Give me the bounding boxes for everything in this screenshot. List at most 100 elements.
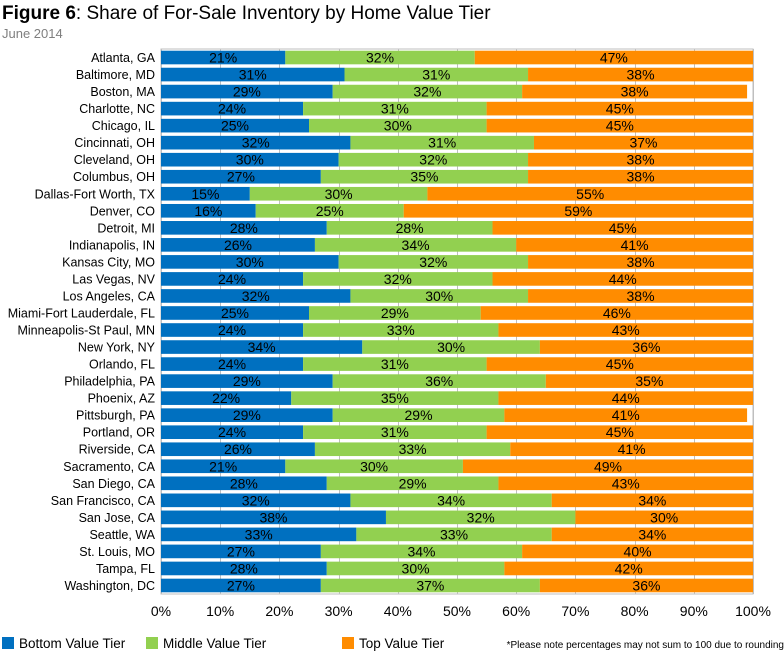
bar-segment bbox=[338, 255, 529, 269]
bar-segment bbox=[350, 289, 529, 303]
x-tick-label: 60% bbox=[502, 603, 530, 619]
category-label: Tampa, FL bbox=[96, 562, 155, 576]
data-label: 37% bbox=[629, 135, 657, 151]
category-label: Phoenix, AZ bbox=[88, 392, 156, 406]
bar-segment bbox=[161, 186, 250, 201]
x-tick-label: 0% bbox=[151, 603, 171, 619]
data-label: 29% bbox=[381, 305, 409, 321]
bar-segment bbox=[161, 67, 345, 82]
x-tick-label: 30% bbox=[325, 603, 353, 619]
bar-segment bbox=[320, 169, 529, 184]
data-label: 38% bbox=[627, 254, 655, 270]
bar-segment bbox=[161, 561, 327, 576]
bar-segment bbox=[528, 169, 753, 184]
data-label: 30% bbox=[236, 254, 264, 270]
legend-swatch-top bbox=[342, 637, 354, 649]
data-label: 45% bbox=[606, 101, 634, 117]
category-label: Atlanta, GA bbox=[91, 51, 156, 65]
category-label: San Jose, CA bbox=[79, 511, 156, 525]
bar-segment bbox=[326, 221, 493, 235]
bar-segment bbox=[303, 101, 487, 116]
data-label: 47% bbox=[600, 50, 628, 66]
bar-segment bbox=[314, 238, 517, 252]
bar-segment bbox=[161, 408, 333, 422]
bar-segment bbox=[303, 272, 493, 286]
bar-segment bbox=[249, 186, 428, 201]
category-label: Columbus, OH bbox=[73, 170, 155, 184]
bar-segment bbox=[161, 306, 309, 320]
bar-segment bbox=[522, 544, 753, 559]
bar-segment bbox=[480, 306, 753, 320]
category-label: Indianapolis, IN bbox=[69, 238, 155, 252]
bar-segment bbox=[161, 493, 351, 508]
bar-segment bbox=[551, 493, 753, 508]
data-label: 31% bbox=[381, 356, 409, 372]
data-label: 28% bbox=[230, 475, 258, 491]
legend-label-middle: Middle Value Tier bbox=[163, 636, 267, 651]
data-label: 41% bbox=[621, 237, 649, 253]
data-label: 55% bbox=[576, 186, 604, 202]
x-tick-label: 90% bbox=[680, 603, 708, 619]
bar-segment bbox=[338, 152, 529, 167]
bar-segment bbox=[161, 527, 357, 542]
data-label: 28% bbox=[230, 220, 258, 236]
data-label: 45% bbox=[606, 118, 634, 134]
data-label: 30% bbox=[384, 118, 412, 134]
chart-title: Figure 6: Share of For-Sale Inventory by… bbox=[2, 2, 491, 26]
data-label: 34% bbox=[407, 543, 435, 559]
bar-segment bbox=[498, 476, 753, 491]
category-label: Philadelphia, PA bbox=[64, 375, 155, 389]
data-label: 36% bbox=[425, 373, 453, 389]
data-label: 32% bbox=[242, 288, 270, 304]
data-label: 33% bbox=[399, 441, 427, 457]
x-tick-label: 10% bbox=[206, 603, 234, 619]
bar-segment bbox=[161, 391, 292, 405]
bar-segment bbox=[516, 238, 753, 252]
data-label: 44% bbox=[609, 271, 637, 287]
bar-segment bbox=[320, 544, 523, 559]
data-label: 22% bbox=[212, 390, 240, 406]
data-label: 27% bbox=[227, 169, 255, 185]
category-label: Cleveland, OH bbox=[74, 153, 155, 167]
bar-segment bbox=[161, 84, 333, 99]
category-label: Washington, DC bbox=[64, 579, 155, 593]
data-label: 27% bbox=[227, 543, 255, 559]
bar-segment bbox=[309, 118, 487, 133]
legend-swatch-bottom bbox=[2, 637, 14, 649]
category-label: Miami-Fort Lauderdale, FL bbox=[8, 306, 155, 320]
data-label: 29% bbox=[233, 407, 261, 423]
category-label: San Diego, CA bbox=[72, 477, 155, 491]
data-label: 45% bbox=[606, 424, 634, 440]
bar-segment bbox=[362, 340, 540, 354]
bar-segment bbox=[326, 561, 505, 576]
data-label: 43% bbox=[612, 475, 640, 491]
bar-segment bbox=[462, 459, 753, 474]
bar-segment bbox=[332, 374, 546, 388]
chart-title-block: Figure 6: Share of For-Sale Inventory by… bbox=[2, 2, 491, 41]
data-label: 33% bbox=[245, 526, 273, 542]
data-label: 31% bbox=[239, 67, 267, 83]
category-label: Cincinnati, OH bbox=[74, 136, 155, 150]
data-label: 35% bbox=[381, 390, 409, 406]
data-label: 26% bbox=[224, 237, 252, 253]
data-label: 33% bbox=[387, 322, 415, 338]
data-label: 32% bbox=[242, 135, 270, 151]
bar-segment bbox=[161, 152, 339, 167]
data-label: 38% bbox=[621, 84, 649, 100]
data-label: 49% bbox=[594, 458, 622, 474]
bar-segment bbox=[285, 459, 463, 474]
legend-item-bottom: Bottom Value Tier bbox=[2, 636, 125, 651]
category-label: Denver, CO bbox=[90, 204, 156, 218]
data-label: 42% bbox=[615, 560, 643, 576]
category-label: Kansas City, MO bbox=[62, 255, 155, 269]
bar-segment bbox=[385, 510, 576, 525]
rounding-note: *Please note percentages may not sum to … bbox=[506, 640, 784, 651]
data-label: 24% bbox=[218, 101, 246, 117]
data-label: 24% bbox=[218, 356, 246, 372]
bar-segment bbox=[161, 425, 304, 440]
category-label: Los Angeles, CA bbox=[63, 289, 156, 303]
x-tick-label: 70% bbox=[561, 603, 589, 619]
bar-segment bbox=[303, 425, 487, 440]
bar-segment bbox=[522, 84, 748, 99]
bar-segment bbox=[161, 255, 339, 269]
